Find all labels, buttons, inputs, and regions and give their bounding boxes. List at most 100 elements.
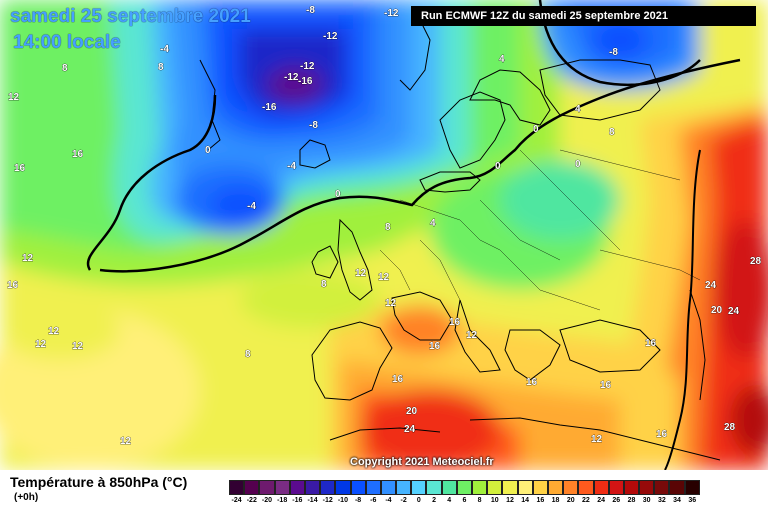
isotherm-label: 24 <box>705 280 717 291</box>
forecast-date: samedi 25 septembre 2021 <box>10 6 251 27</box>
copyright-notice: Copyright 2021 Meteociel.fr <box>350 456 494 468</box>
legend-swatch <box>350 480 366 495</box>
isotherm-label: 8 <box>609 127 615 138</box>
legend-swatch <box>669 480 685 495</box>
legend-label: -14 <box>307 497 318 504</box>
legend-swatch <box>441 480 457 495</box>
legend-label: -4 <box>385 497 392 504</box>
isotherm-label: 28 <box>750 256 762 267</box>
legend-label: 2 <box>432 497 436 504</box>
isotherm-label: -16 <box>298 76 313 87</box>
isotherm-label: 16 <box>600 380 612 391</box>
isotherm-label: -8 <box>309 120 318 131</box>
legend-swatch <box>502 480 518 495</box>
legend-swatch <box>259 480 275 495</box>
temperature-field <box>0 0 768 470</box>
legend-label: 20 <box>566 497 575 504</box>
isotherm-label: 12 <box>8 92 20 103</box>
isotherm-label: 8 <box>321 279 327 290</box>
color-scale <box>229 480 700 495</box>
isotherm-label: 12 <box>72 341 84 352</box>
isotherm-label: -8 <box>306 5 315 16</box>
east-contour <box>664 149 701 470</box>
legend-swatch <box>623 480 640 495</box>
legend-swatch <box>654 480 670 495</box>
legend-swatch <box>229 480 245 495</box>
legend-swatch <box>411 480 427 495</box>
isotherm-label: -12 <box>384 8 399 19</box>
lead-time: (+0h) <box>14 492 39 503</box>
isotherm-label: 12 <box>35 339 47 350</box>
isotherm-label: 16 <box>7 280 19 291</box>
isotherm-label: 28 <box>724 422 736 433</box>
isotherm-label: 16 <box>72 149 84 160</box>
isotherm-label: 0 <box>575 159 581 170</box>
isotherm-label: 12 <box>355 268 367 279</box>
legend-swatch <box>320 480 336 495</box>
legend-label: -16 <box>292 497 303 504</box>
legend-swatch <box>608 480 624 495</box>
forecast-time: 14:00 locale <box>13 32 121 53</box>
legend-swatch <box>244 480 260 495</box>
isotherm-label: 4 <box>499 54 505 65</box>
isotherm-label: 20 <box>406 406 418 417</box>
legend-swatch <box>532 480 548 495</box>
isotherm-label: -4 <box>247 201 256 212</box>
legend-swatch <box>365 480 381 495</box>
isotherm-label: -4 <box>160 44 169 55</box>
legend-label: 28 <box>627 497 636 504</box>
isotherm-label: -4 <box>287 161 296 172</box>
legend-label: 36 <box>688 497 697 504</box>
isotherm-label: -16 <box>262 102 277 113</box>
isotherm-label: 20 <box>711 305 723 316</box>
legend-swatch <box>563 480 579 495</box>
isotherm-label: -12 <box>284 72 299 83</box>
isotherm-label: 16 <box>645 338 657 349</box>
legend-swatch <box>396 480 412 495</box>
legend-swatch <box>426 480 442 495</box>
legend-swatch <box>487 480 503 495</box>
isotherm-label: 12 <box>120 436 132 447</box>
legend-label: -2 <box>400 497 407 504</box>
isotherm-label: 24 <box>728 306 740 317</box>
legend-swatch <box>593 480 609 495</box>
isotherm-label: 4 <box>575 104 581 115</box>
isotherm-label: 16 <box>656 429 668 440</box>
isotherm-label: 0 <box>335 189 341 200</box>
coastlines <box>199 9 721 461</box>
isotherm-label: 12 <box>385 298 397 309</box>
run-banner: Run ECMWF 12Z du samedi 25 septembre 202… <box>411 6 756 26</box>
legend-label: 6 <box>462 497 467 504</box>
legend-label: -8 <box>354 497 362 504</box>
isotherm-label: 12 <box>48 326 60 337</box>
isotherm-label: 4 <box>430 218 436 229</box>
isotherm-label: 16 <box>526 377 538 388</box>
legend-label: 10 <box>490 497 499 504</box>
isotherm-label: 8 <box>385 222 391 233</box>
legend-label: -6 <box>370 497 377 504</box>
legend-swatch <box>472 480 488 495</box>
legend-label: -24 <box>231 497 242 504</box>
isotherm-label: 12 <box>22 253 34 264</box>
legend-swatch <box>304 480 321 495</box>
legend-swatch <box>547 480 564 495</box>
legend-swatch <box>380 480 397 495</box>
isotherm-label: 0 <box>533 124 539 135</box>
variable-title: Température à 850hPa (°C) <box>10 474 188 490</box>
legend-label: -20 <box>261 497 273 504</box>
legend-swatch <box>578 480 594 495</box>
isotherm-label: -12 <box>323 31 338 42</box>
legend-swatch <box>517 480 533 495</box>
legend-label: 4 <box>447 497 452 504</box>
legend-footer: Température à 850hPa (°C) (+0h) -24 -22 -2… <box>0 470 768 512</box>
legend-label: 22 <box>582 497 590 504</box>
legend-swatch <box>335 480 351 495</box>
legend-label: -12 <box>322 497 333 504</box>
isotherm-label: -12 <box>300 61 315 72</box>
legend-label: 32 <box>657 497 666 504</box>
legend-label: -10 <box>337 497 348 504</box>
legend-label: 26 <box>612 497 621 504</box>
legend-label: -22 <box>246 497 257 504</box>
